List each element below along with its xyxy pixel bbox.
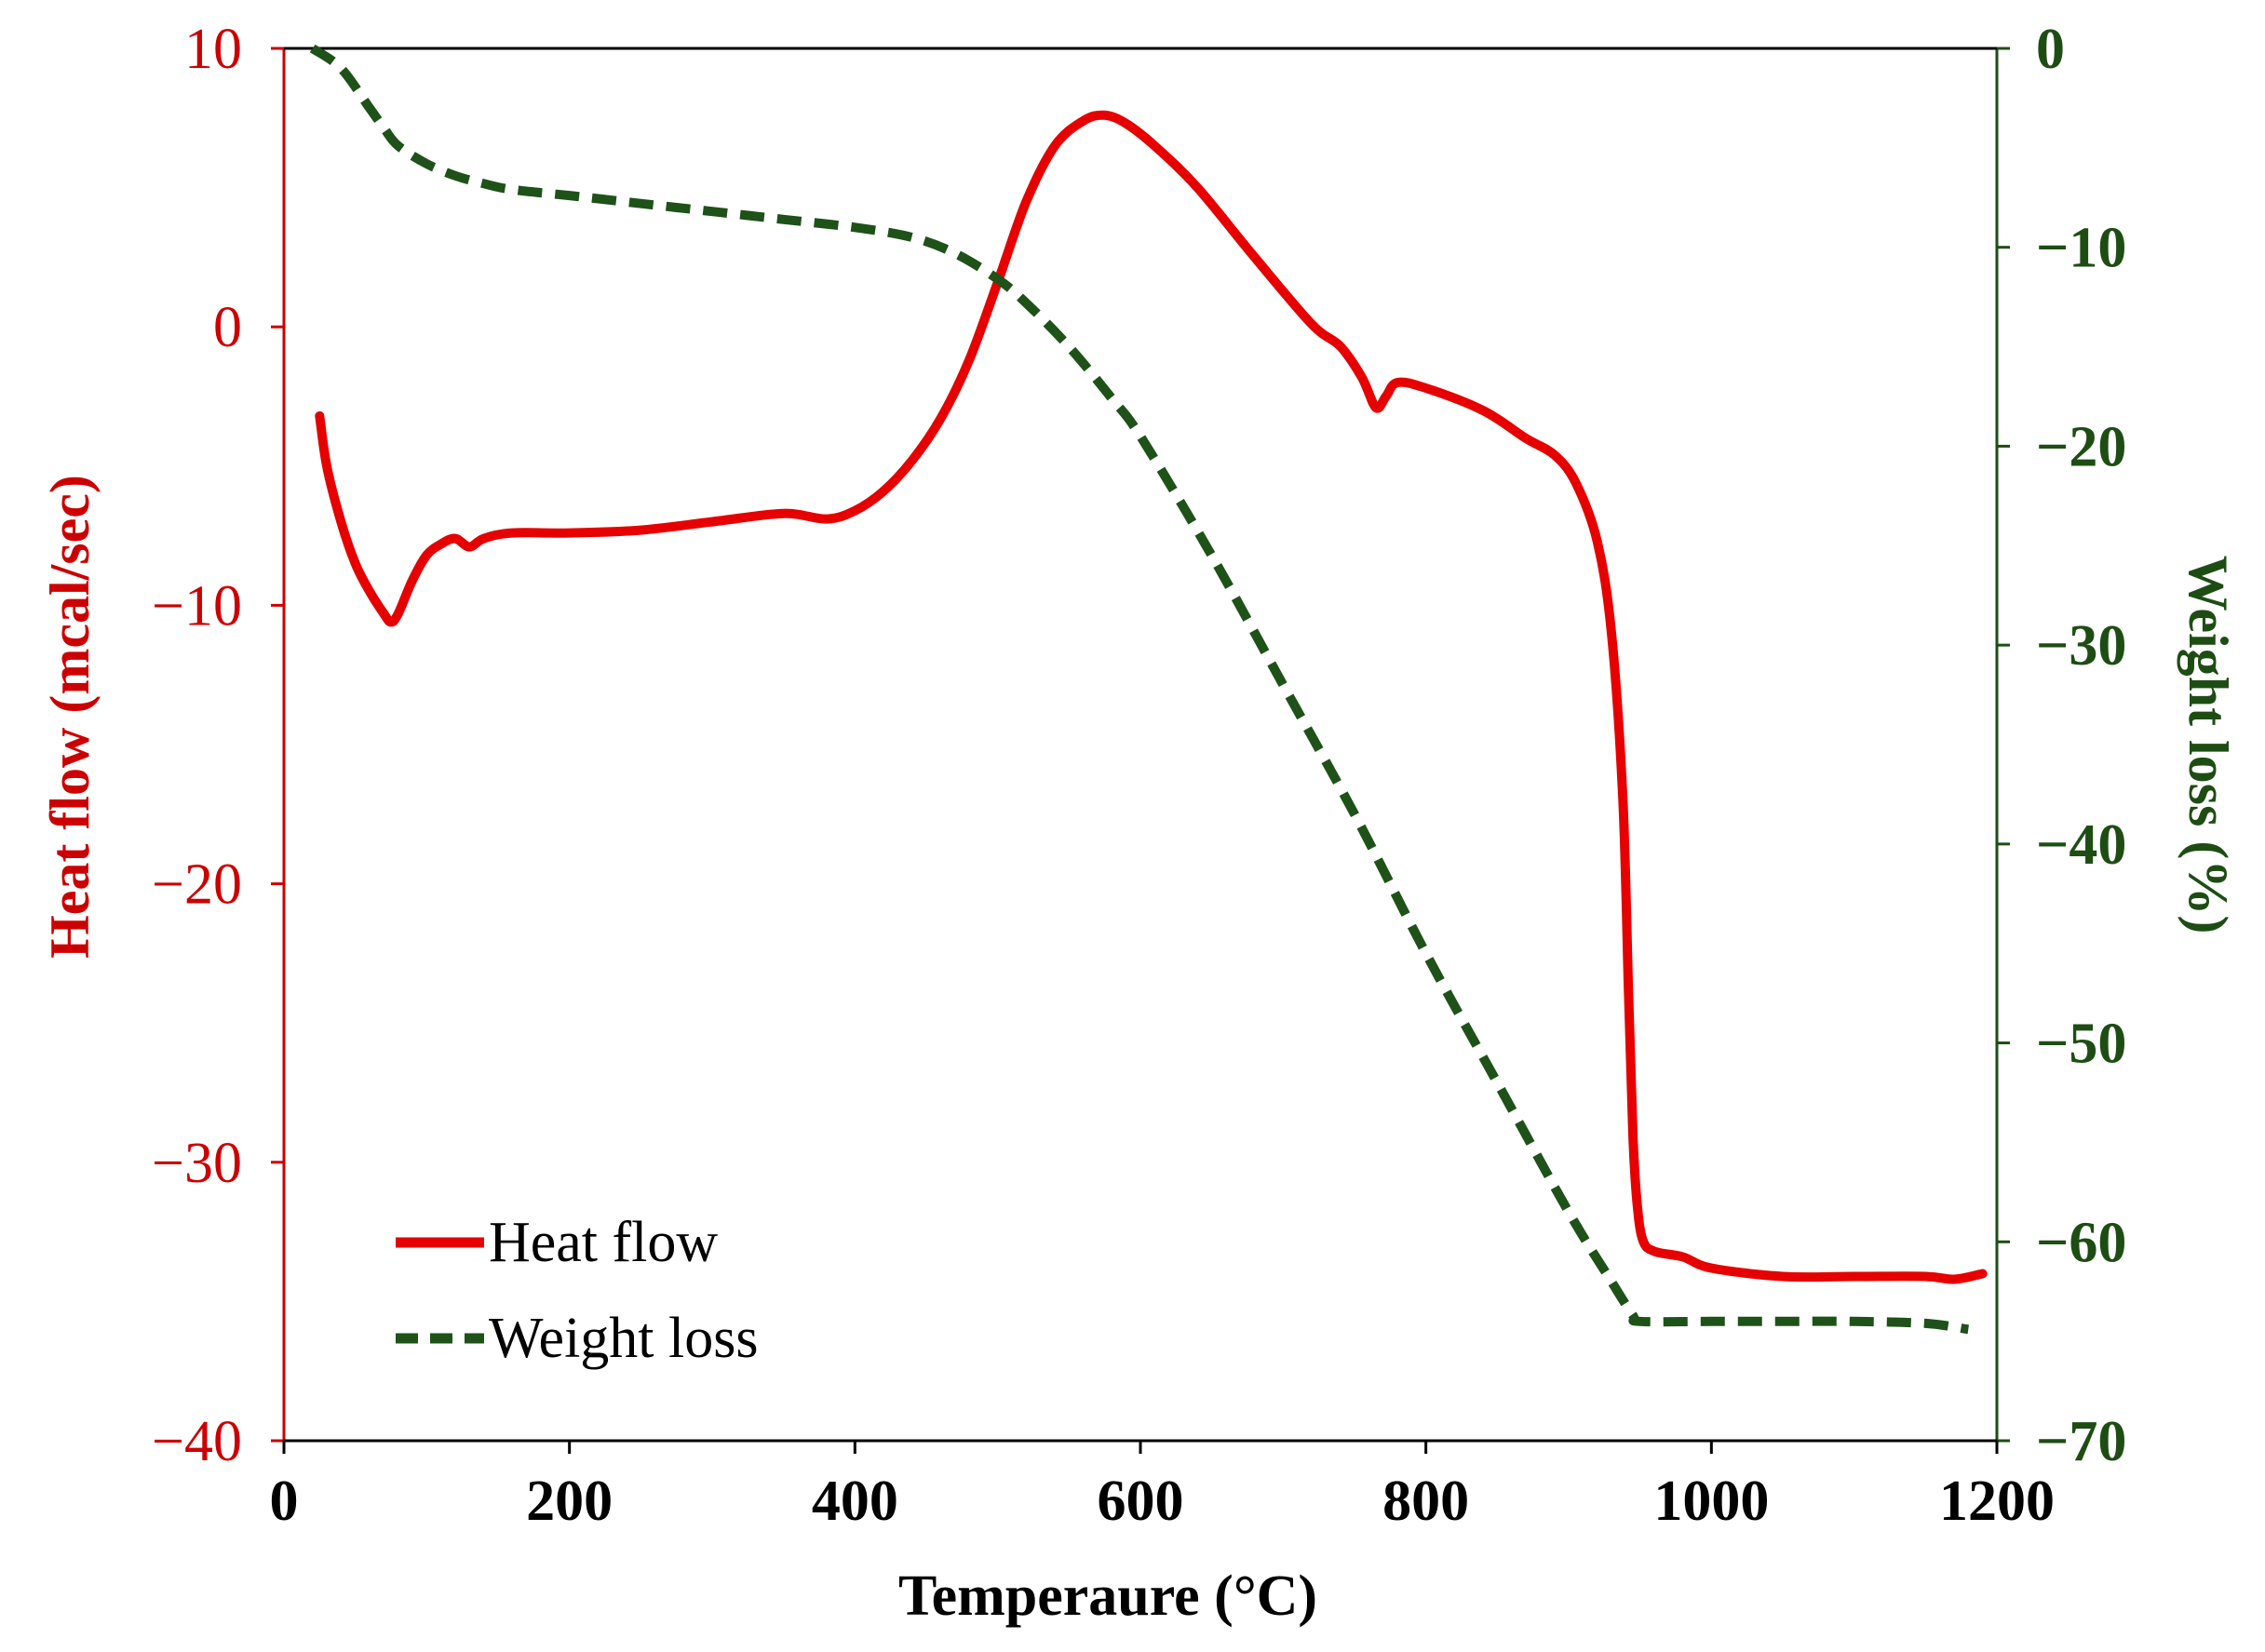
y-tick-label-right: 0 xyxy=(2036,18,2065,81)
x-tick-label: 1200 xyxy=(1939,1470,2055,1533)
tick-labels: 10 0 −10 −20 −30 −40 0 −10 −20 −30 −40 −50 −60 −70 0 20… xyxy=(152,18,2126,1533)
x-tick-label: 800 xyxy=(1382,1470,1469,1533)
y-tick-label-left: 10 xyxy=(184,18,242,81)
y-tick-label-right: −10 xyxy=(2036,217,2126,280)
y-tick-label-right: −30 xyxy=(2036,614,2126,678)
axes xyxy=(271,47,2010,1454)
x-tick-label: 1000 xyxy=(1653,1470,1769,1533)
y-tick-label-left: 0 xyxy=(213,296,242,359)
y-axis-title-left: Heat flow (mcal/sec) xyxy=(39,475,101,959)
legend-label-weight-loss: Weight loss xyxy=(489,1307,759,1370)
legend-label-heat-flow: Heat flow xyxy=(489,1211,718,1274)
series-line-heat-flow xyxy=(315,110,1988,1284)
x-tick-label: 200 xyxy=(526,1470,613,1533)
x-tick-label: 400 xyxy=(812,1470,898,1533)
series-line-weight-loss xyxy=(309,44,1970,1335)
y-tick-label-right: −70 xyxy=(2036,1410,2126,1473)
y-axis-title-right: Weight loss (%) xyxy=(2177,556,2239,934)
y-tick-label-right: −20 xyxy=(2036,415,2126,478)
legend: Heat flow Weight loss xyxy=(396,1211,759,1370)
y-tick-label-right: −60 xyxy=(2036,1211,2126,1274)
y-tick-label-left: −30 xyxy=(152,1132,242,1195)
x-axis-title: Temperaure (°C) xyxy=(898,1565,1317,1628)
y-tick-label-left: −20 xyxy=(152,853,242,917)
y-tick-label-right: −50 xyxy=(2036,1013,2126,1076)
y-tick-label-left: −10 xyxy=(152,574,242,638)
y-tick-label-right: −40 xyxy=(2036,813,2126,877)
x-tick-label: 0 xyxy=(270,1470,299,1533)
x-tick-label: 600 xyxy=(1098,1470,1184,1533)
series xyxy=(309,44,1988,1335)
y-tick-label-left: −40 xyxy=(152,1410,242,1473)
